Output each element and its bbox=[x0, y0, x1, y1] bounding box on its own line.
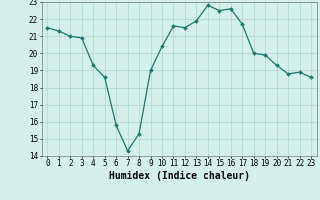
X-axis label: Humidex (Indice chaleur): Humidex (Indice chaleur) bbox=[109, 171, 250, 181]
